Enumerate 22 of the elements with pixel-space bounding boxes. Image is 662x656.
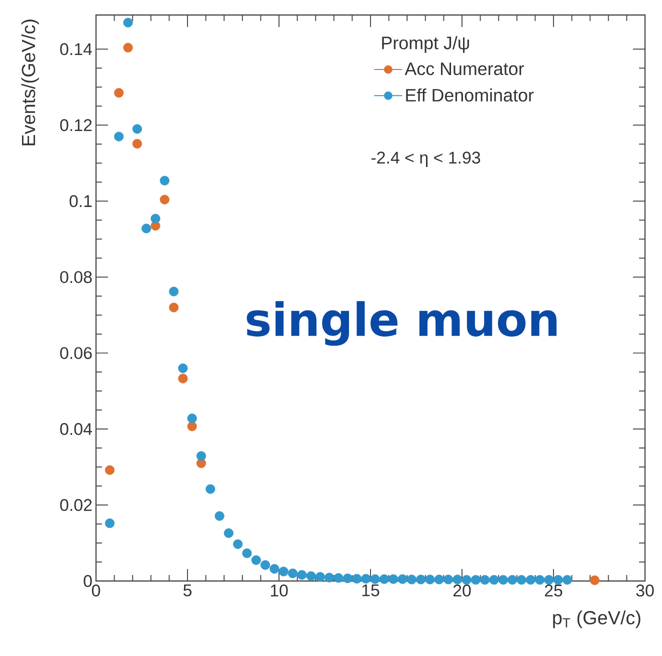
legend-label: Eff Denominator [406,88,534,102]
annotation: single muon [246,301,557,346]
annotation: -2.4 < η < 1.93 [371,152,480,167]
x-tick-label: 10 [270,584,288,597]
x-tick-label: 20 [453,584,471,597]
legend-label: Acc Numerator [404,62,524,76]
y-tick-label: 0.14 [60,43,92,56]
y-tick-label: 0.08 [60,271,92,284]
y-tick-label: 0.02 [60,499,92,512]
y-tick-label: 0 [84,574,92,587]
x-tick-label: 15 [362,584,380,596]
x-axis-title: p$_{T}$ (GeV/c) [553,610,640,628]
x-tick-label: 25 [544,584,562,597]
legend-title: Prompt J/ψ [382,36,469,53]
y-tick-label: 0.06 [60,347,92,360]
y-tick-label: 0.1 [70,195,92,208]
x-tick-label: 0 [92,584,100,597]
x-tick-label: 5 [183,584,192,596]
y-axis-title: Events/(GeV/c) [21,20,39,146]
y-tick-label: 0.04 [60,423,92,436]
x-tick-label: 30 [636,584,654,597]
y-tick-label: 0.12 [60,119,92,132]
